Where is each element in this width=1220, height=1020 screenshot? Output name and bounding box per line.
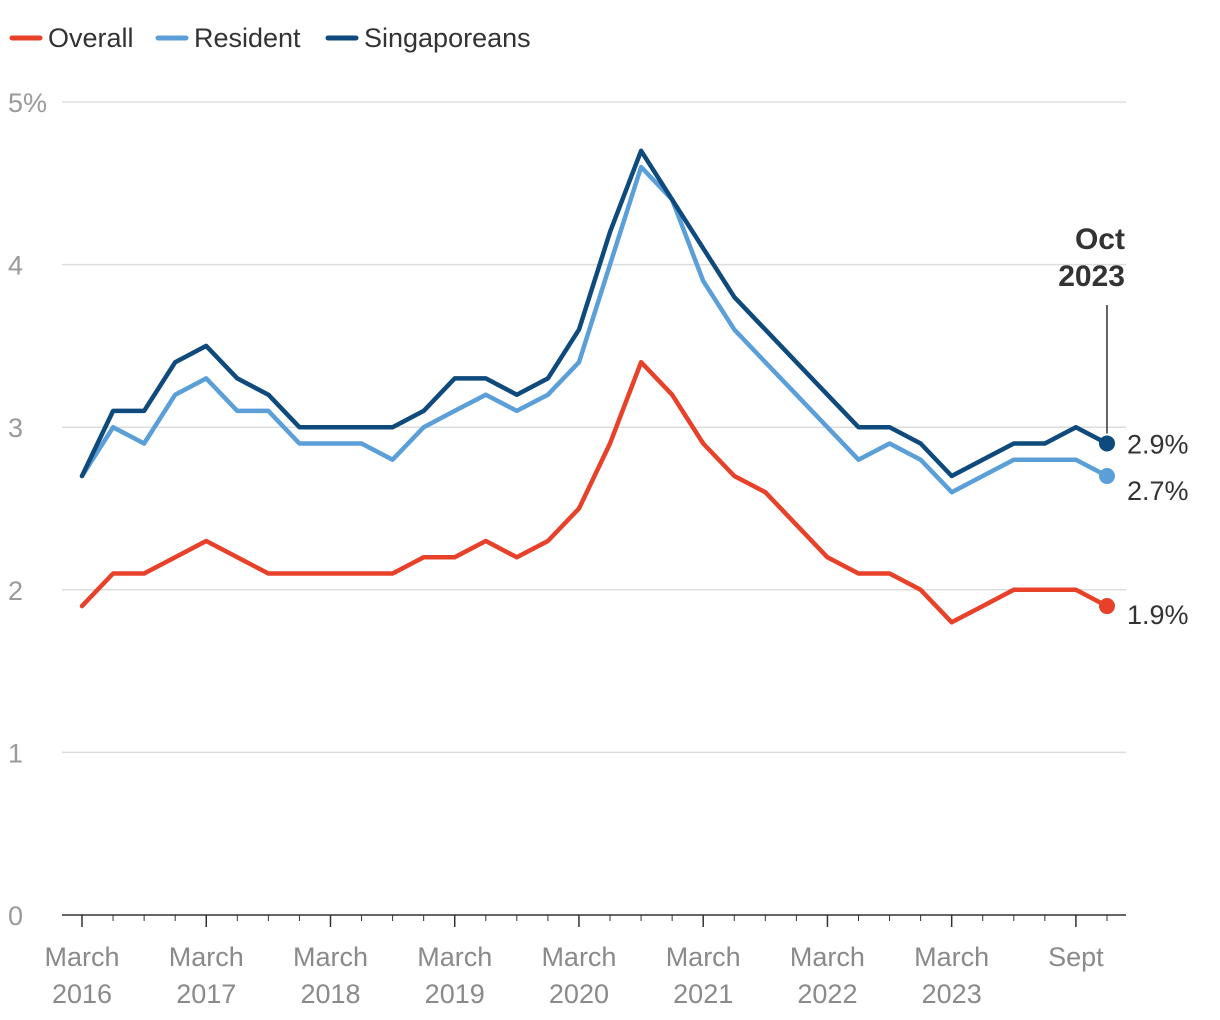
legend-label-overall: Overall (48, 23, 134, 53)
legend-label-singaporeans: Singaporeans (364, 23, 531, 53)
x-tick-label-28: March 2023 (914, 942, 989, 1009)
x-tick-label-24: March 2022 (790, 942, 865, 1009)
y-tick-label-1: 1 (8, 738, 23, 768)
x-tick-label-20: March 2021 (666, 942, 741, 1009)
y-tick-label-5: 5% (8, 88, 47, 118)
end-label-resident: 2.7% (1127, 476, 1189, 506)
legend-label-resident: Resident (194, 23, 301, 53)
annotation-label: Oct 2023 (1058, 223, 1125, 293)
legend: Overall Resident Singaporeans (9, 23, 531, 53)
y-tick-label-3: 3 (8, 413, 23, 443)
series-line-singaporeans (79, 148, 1110, 479)
annotation: Oct 2023 (1058, 223, 1125, 434)
series-line-overall (79, 359, 1110, 625)
y-tick-label-4: 4 (8, 251, 23, 281)
x-tick-label-8: March 2018 (293, 942, 368, 1009)
x-axis: March 2016 March 2017 March 2018 March 2019 Marc… (44, 914, 1126, 1009)
x-tick-label-12: March 2019 (417, 942, 492, 1009)
x-tick-label-16: March 2020 (541, 942, 616, 1009)
y-tick-label-2: 2 (8, 576, 23, 606)
y-axis: 0 1 2 3 4 5% (8, 88, 47, 931)
gridlines (62, 101, 1126, 754)
end-markers: 1.9% 2.7% 2.9% (1098, 429, 1189, 630)
series-lines (79, 148, 1110, 625)
end-marker-overall (1098, 598, 1115, 615)
y-tick-label-0: 0 (8, 901, 23, 931)
end-label-singaporeans: 2.9% (1127, 429, 1189, 459)
series-line-resident (79, 164, 1110, 495)
x-tick-label-4: March 2017 (169, 942, 244, 1009)
x-tick-label-32: Sept (1048, 942, 1104, 972)
end-marker-resident (1098, 467, 1115, 484)
x-tick-label-0: March 2016 (44, 942, 119, 1009)
end-marker-singaporeans (1098, 435, 1115, 452)
end-label-overall: 1.9% (1127, 600, 1189, 630)
